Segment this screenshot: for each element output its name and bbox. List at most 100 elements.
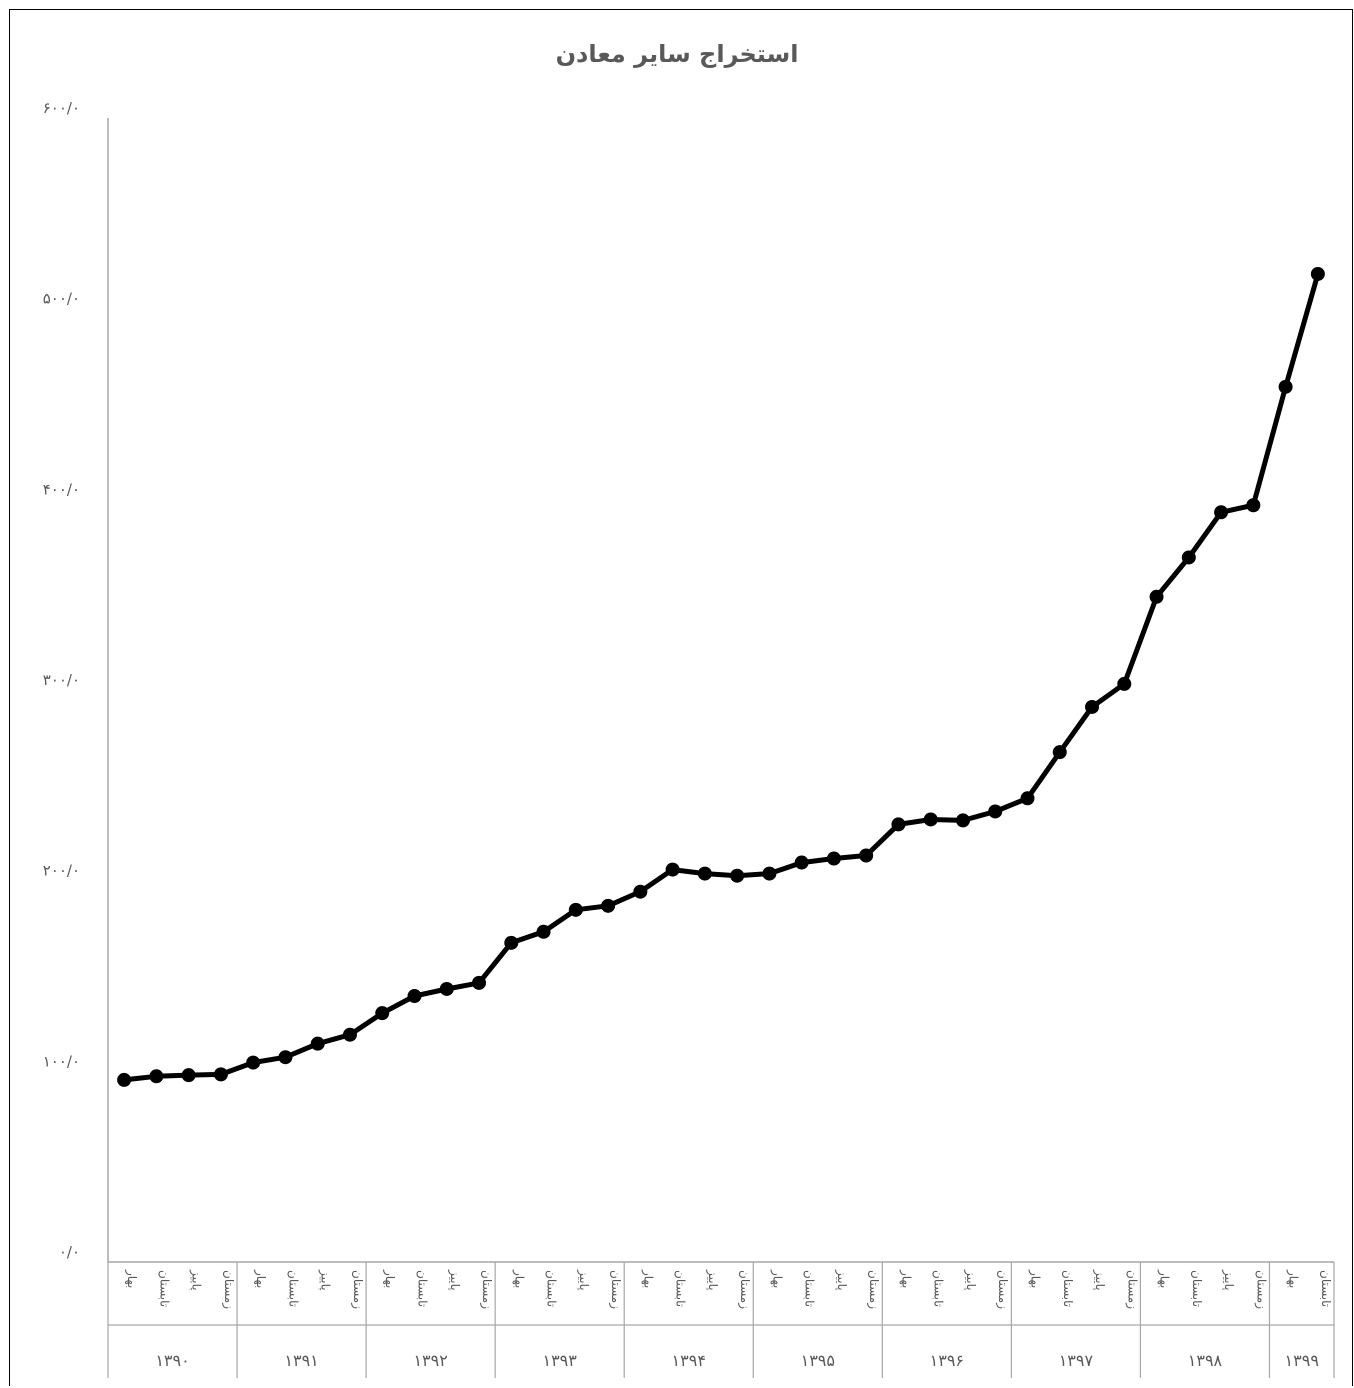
x-quarter-label: پاییز bbox=[705, 1269, 720, 1291]
x-quarter-label: تابستان bbox=[674, 1270, 688, 1307]
data-point bbox=[407, 989, 422, 1004]
x-quarter-label: زمستان bbox=[995, 1270, 1010, 1309]
data-point bbox=[439, 981, 454, 996]
x-year-label: ۱۳۹۵ bbox=[801, 1351, 835, 1370]
x-quarter-label: بهار bbox=[898, 1269, 913, 1288]
data-point bbox=[665, 862, 680, 877]
x-quarter-label: بهار bbox=[1157, 1269, 1172, 1288]
y-tick-label: ۱۰۰/۰ bbox=[43, 1052, 80, 1070]
x-year-label: ۱۳۹۸ bbox=[1188, 1351, 1223, 1370]
x-axis: بهار تابستان پاییز زمستان ۱۳۹۰ بهار تابستان پای… bbox=[107, 1261, 1335, 1378]
x-quarter-label: بهار bbox=[1028, 1269, 1043, 1288]
y-tick-label: ۴۰۰/۰ bbox=[43, 480, 80, 498]
data-point bbox=[1246, 498, 1261, 513]
x-year-label: ۱۳۹۴ bbox=[672, 1351, 706, 1370]
x-quarter-label: بهار bbox=[1286, 1269, 1301, 1288]
data-point bbox=[1181, 550, 1196, 565]
x-year-label: ۱۳۹۹ bbox=[1285, 1351, 1319, 1370]
data-point bbox=[1117, 676, 1132, 691]
y-tick-label: ۵۰۰/۰ bbox=[43, 290, 80, 308]
x-quarter-label: بهار bbox=[769, 1269, 784, 1288]
y-tick-label: ۲۰۰/۰ bbox=[43, 862, 80, 880]
data-point bbox=[536, 924, 551, 939]
data-point bbox=[891, 817, 906, 832]
x-year-label: ۱۳۹۷ bbox=[1059, 1351, 1094, 1370]
x-quarter-label: تابستان bbox=[1061, 1270, 1075, 1307]
x-year-label: ۱۳۹۶ bbox=[930, 1351, 964, 1370]
data-point bbox=[246, 1055, 261, 1070]
x-quarter-label: تابستان bbox=[157, 1270, 171, 1307]
x-quarter-label: تابستان bbox=[286, 1270, 300, 1307]
x-year-label: ۱۳۹۲ bbox=[413, 1351, 447, 1370]
data-point bbox=[213, 1067, 228, 1082]
x-quarter-label: زمستان bbox=[608, 1270, 623, 1309]
x-quarter-label: زمستان bbox=[866, 1270, 881, 1309]
data-point bbox=[988, 804, 1003, 819]
y-tick-label: ۶۰۰/۰ bbox=[43, 99, 80, 117]
data-point bbox=[633, 884, 648, 899]
x-quarter-label: پاییز bbox=[189, 1269, 204, 1291]
data-point bbox=[794, 855, 809, 870]
data-point bbox=[762, 866, 777, 881]
data-point bbox=[504, 935, 519, 950]
x-quarter-label: پاییز bbox=[1221, 1269, 1236, 1291]
series-line-group bbox=[117, 266, 1325, 1087]
data-point bbox=[149, 1069, 164, 1084]
data-point bbox=[697, 866, 712, 881]
x-quarter-label: بهار bbox=[382, 1269, 397, 1288]
x-quarter-label: تابستان bbox=[416, 1270, 430, 1307]
data-point bbox=[1310, 266, 1325, 281]
data-point bbox=[730, 868, 745, 883]
x-quarter-label: زمستان bbox=[350, 1270, 365, 1309]
x-year-label: ۱۳۹۰ bbox=[155, 1351, 189, 1370]
x-quarter-label: پاییز bbox=[447, 1269, 462, 1291]
data-point bbox=[342, 1027, 357, 1042]
data-point bbox=[601, 898, 616, 913]
x-quarter-label: تابستان bbox=[545, 1270, 559, 1307]
x-quarter-label: تابستان bbox=[803, 1270, 817, 1307]
x-quarter-label: بهار bbox=[640, 1269, 655, 1288]
x-quarter-label: پاییز bbox=[318, 1269, 333, 1291]
x-quarter-label: پاییز bbox=[1092, 1269, 1107, 1291]
x-quarter-label: پاییز bbox=[834, 1269, 849, 1291]
data-point bbox=[1214, 505, 1229, 520]
data-point bbox=[955, 813, 970, 828]
data-point bbox=[1052, 745, 1067, 760]
x-year-label: ۱۳۹۳ bbox=[542, 1351, 577, 1370]
x-quarter-label: زمستان bbox=[479, 1270, 494, 1309]
data-point bbox=[1020, 791, 1035, 806]
x-quarter-label: بهار bbox=[511, 1269, 526, 1288]
data-point bbox=[1149, 589, 1164, 604]
data-point bbox=[923, 812, 938, 827]
data-point bbox=[181, 1068, 196, 1083]
x-quarter-label: زمستان bbox=[1124, 1270, 1139, 1309]
x-quarter-label: پاییز bbox=[963, 1269, 978, 1291]
data-point bbox=[1278, 379, 1293, 394]
x-quarter-label: پاییز bbox=[576, 1269, 591, 1291]
data-point bbox=[375, 1006, 390, 1021]
data-point bbox=[472, 975, 487, 990]
chart-title: استخراج سایر معادن bbox=[555, 40, 799, 68]
x-quarter-label: تابستان bbox=[1190, 1270, 1204, 1307]
y-axis: ۰/۰ ۱۰۰/۰ ۲۰۰/۰ ۳۰۰/۰ ۴۰۰/۰ ۵۰۰/۰ ۶۰۰/۰ bbox=[43, 99, 109, 1262]
data-point bbox=[826, 851, 841, 866]
x-year-label: ۱۳۹۱ bbox=[284, 1351, 318, 1370]
x-quarter-label: تابستان bbox=[932, 1270, 946, 1307]
data-point bbox=[859, 848, 874, 863]
y-tick-label: ۳۰۰/۰ bbox=[43, 671, 80, 689]
data-point bbox=[278, 1050, 293, 1065]
data-point bbox=[310, 1036, 325, 1051]
data-point bbox=[568, 902, 583, 917]
x-quarter-label: زمستان bbox=[221, 1270, 236, 1309]
chart-frame bbox=[9, 9, 1353, 1386]
x-quarter-label: بهار bbox=[124, 1269, 139, 1288]
x-quarter-label: زمستان bbox=[1253, 1270, 1268, 1309]
series-line bbox=[123, 273, 1321, 1083]
x-quarter-label: تابستان bbox=[1319, 1270, 1333, 1307]
data-point bbox=[1085, 699, 1100, 714]
x-quarter-label: بهار bbox=[253, 1269, 268, 1288]
y-tick-label: ۰/۰ bbox=[59, 1243, 80, 1261]
data-point bbox=[117, 1072, 132, 1087]
x-quarter-label: زمستان bbox=[737, 1270, 752, 1309]
